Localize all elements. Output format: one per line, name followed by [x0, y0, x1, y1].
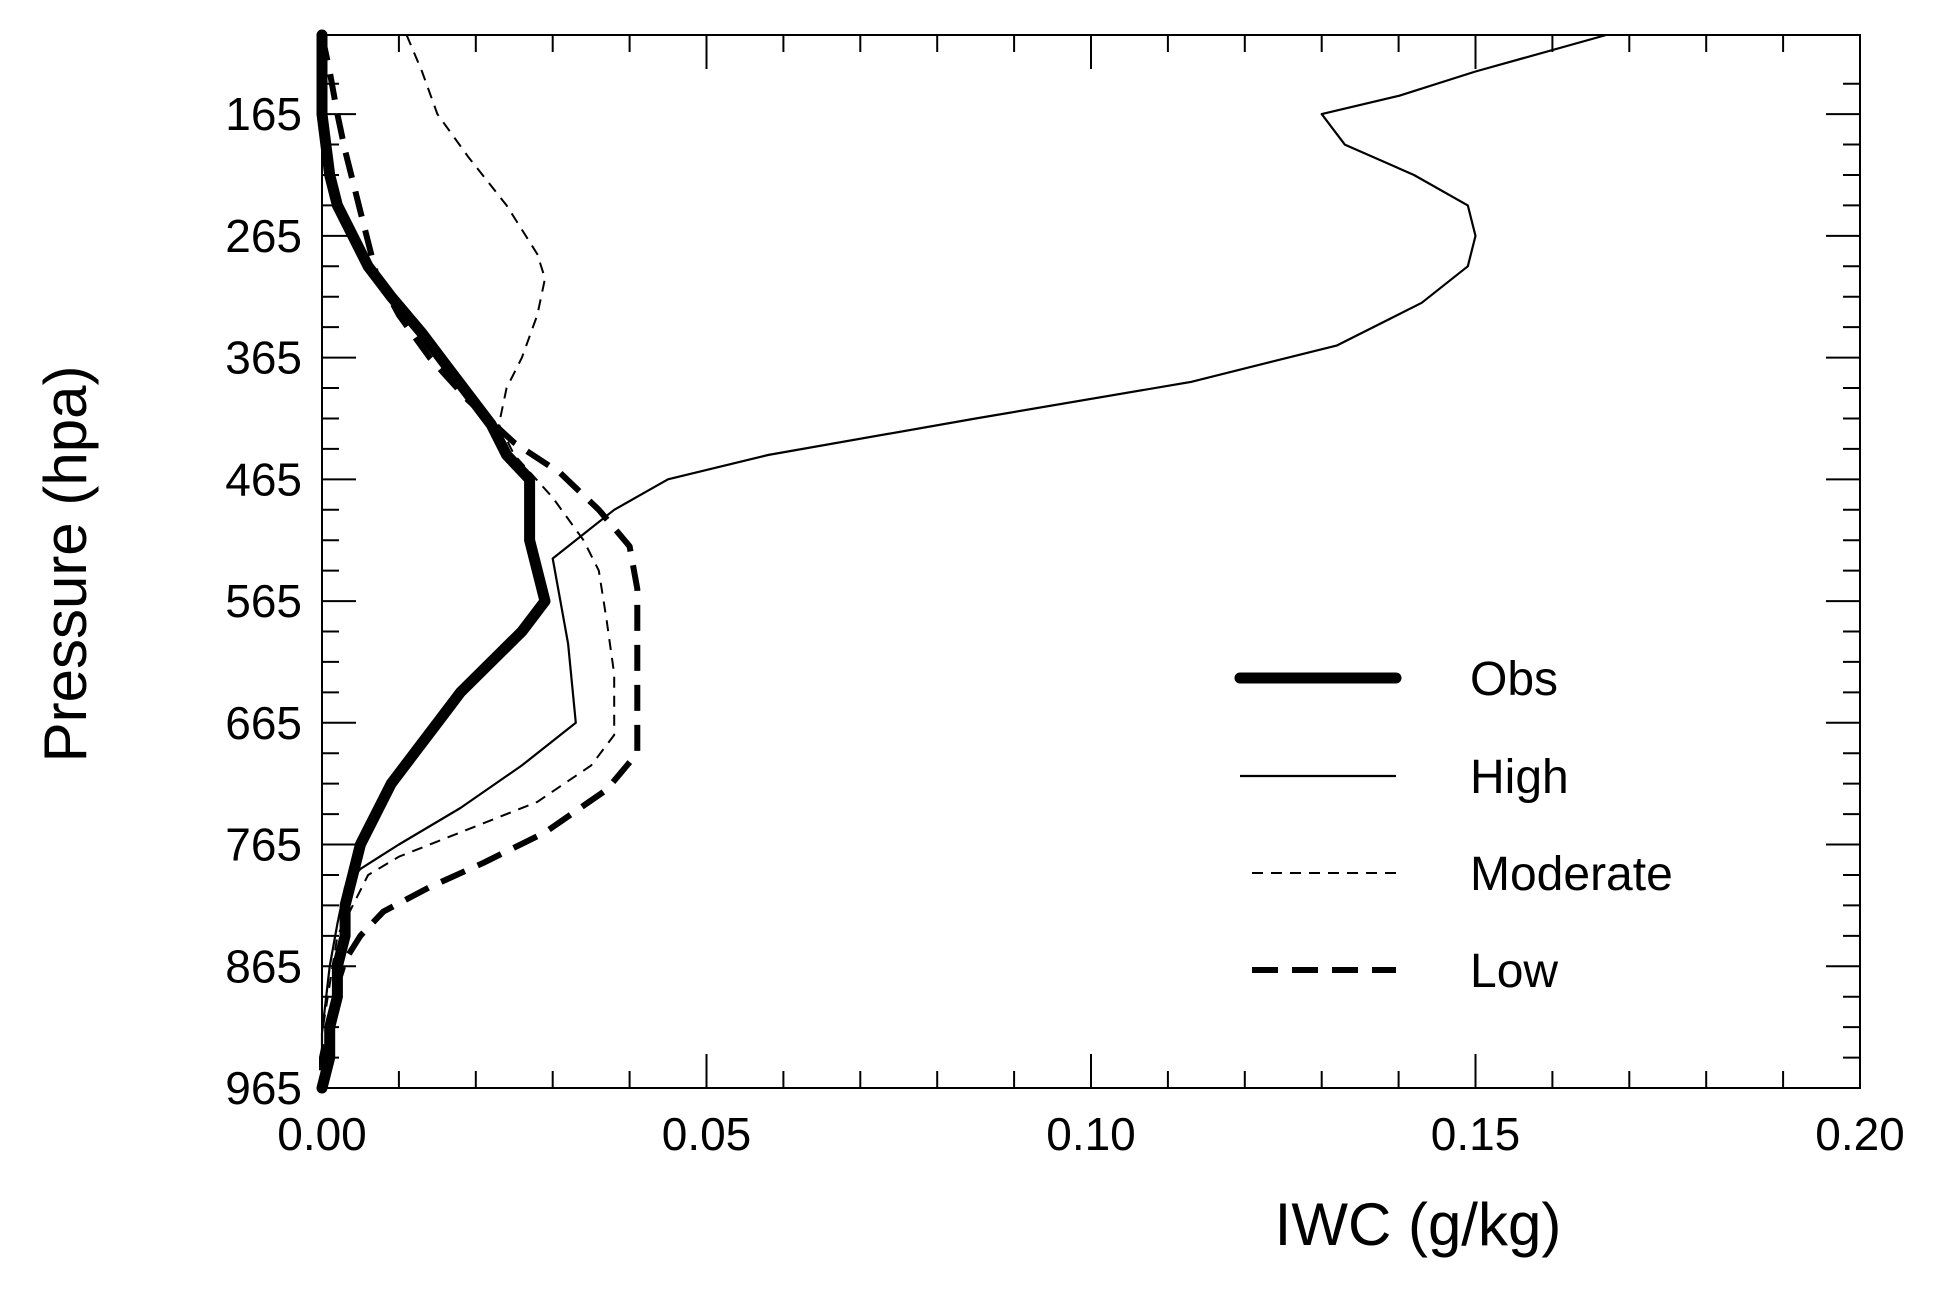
- y-tick-label: 665: [225, 697, 302, 749]
- y-tick-label: 165: [225, 88, 302, 140]
- x-tick-label: 0.20: [1815, 1108, 1905, 1160]
- series-line-moderate: [321, 34, 616, 1088]
- y-tick-label: 265: [225, 210, 302, 262]
- legend-label-low: Low: [1470, 945, 1558, 998]
- x-tick-label: 0.00: [277, 1108, 367, 1160]
- series-line-low: [319, 34, 641, 1088]
- y-tick-label: 365: [225, 332, 302, 384]
- x-tick-label: 0.10: [1046, 1108, 1136, 1160]
- plot-frame: [321, 34, 1861, 1089]
- series-line-high: [320, 33, 1607, 1088]
- tick-labels: 0.00 0.05 0.10 0.15 0.20 165 265 365 465 565 665 76…: [225, 88, 1905, 1160]
- x-tick-label: 0.15: [1431, 1108, 1521, 1160]
- y-tick-label: 965: [225, 1062, 302, 1114]
- data-series: [316, 29, 1607, 1094]
- y-tick-label: 865: [225, 940, 302, 992]
- y-tick-label: 465: [225, 453, 302, 505]
- y-tick-label: 765: [225, 819, 302, 871]
- legend-label-moderate: Moderate: [1470, 848, 1673, 901]
- x-tick-label: 0.05: [662, 1108, 752, 1160]
- x-axis-title: IWC (g/kg): [1275, 1191, 1562, 1258]
- legend-label-obs: Obs: [1470, 653, 1558, 706]
- tick-marks: [321, 35, 1861, 1089]
- legend-label-high: High: [1470, 751, 1569, 804]
- y-axis-title: Pressure (hpa): [32, 366, 99, 763]
- legend: Obs High Moderate Low: [1234, 653, 1673, 998]
- y-tick-label: 565: [225, 575, 302, 627]
